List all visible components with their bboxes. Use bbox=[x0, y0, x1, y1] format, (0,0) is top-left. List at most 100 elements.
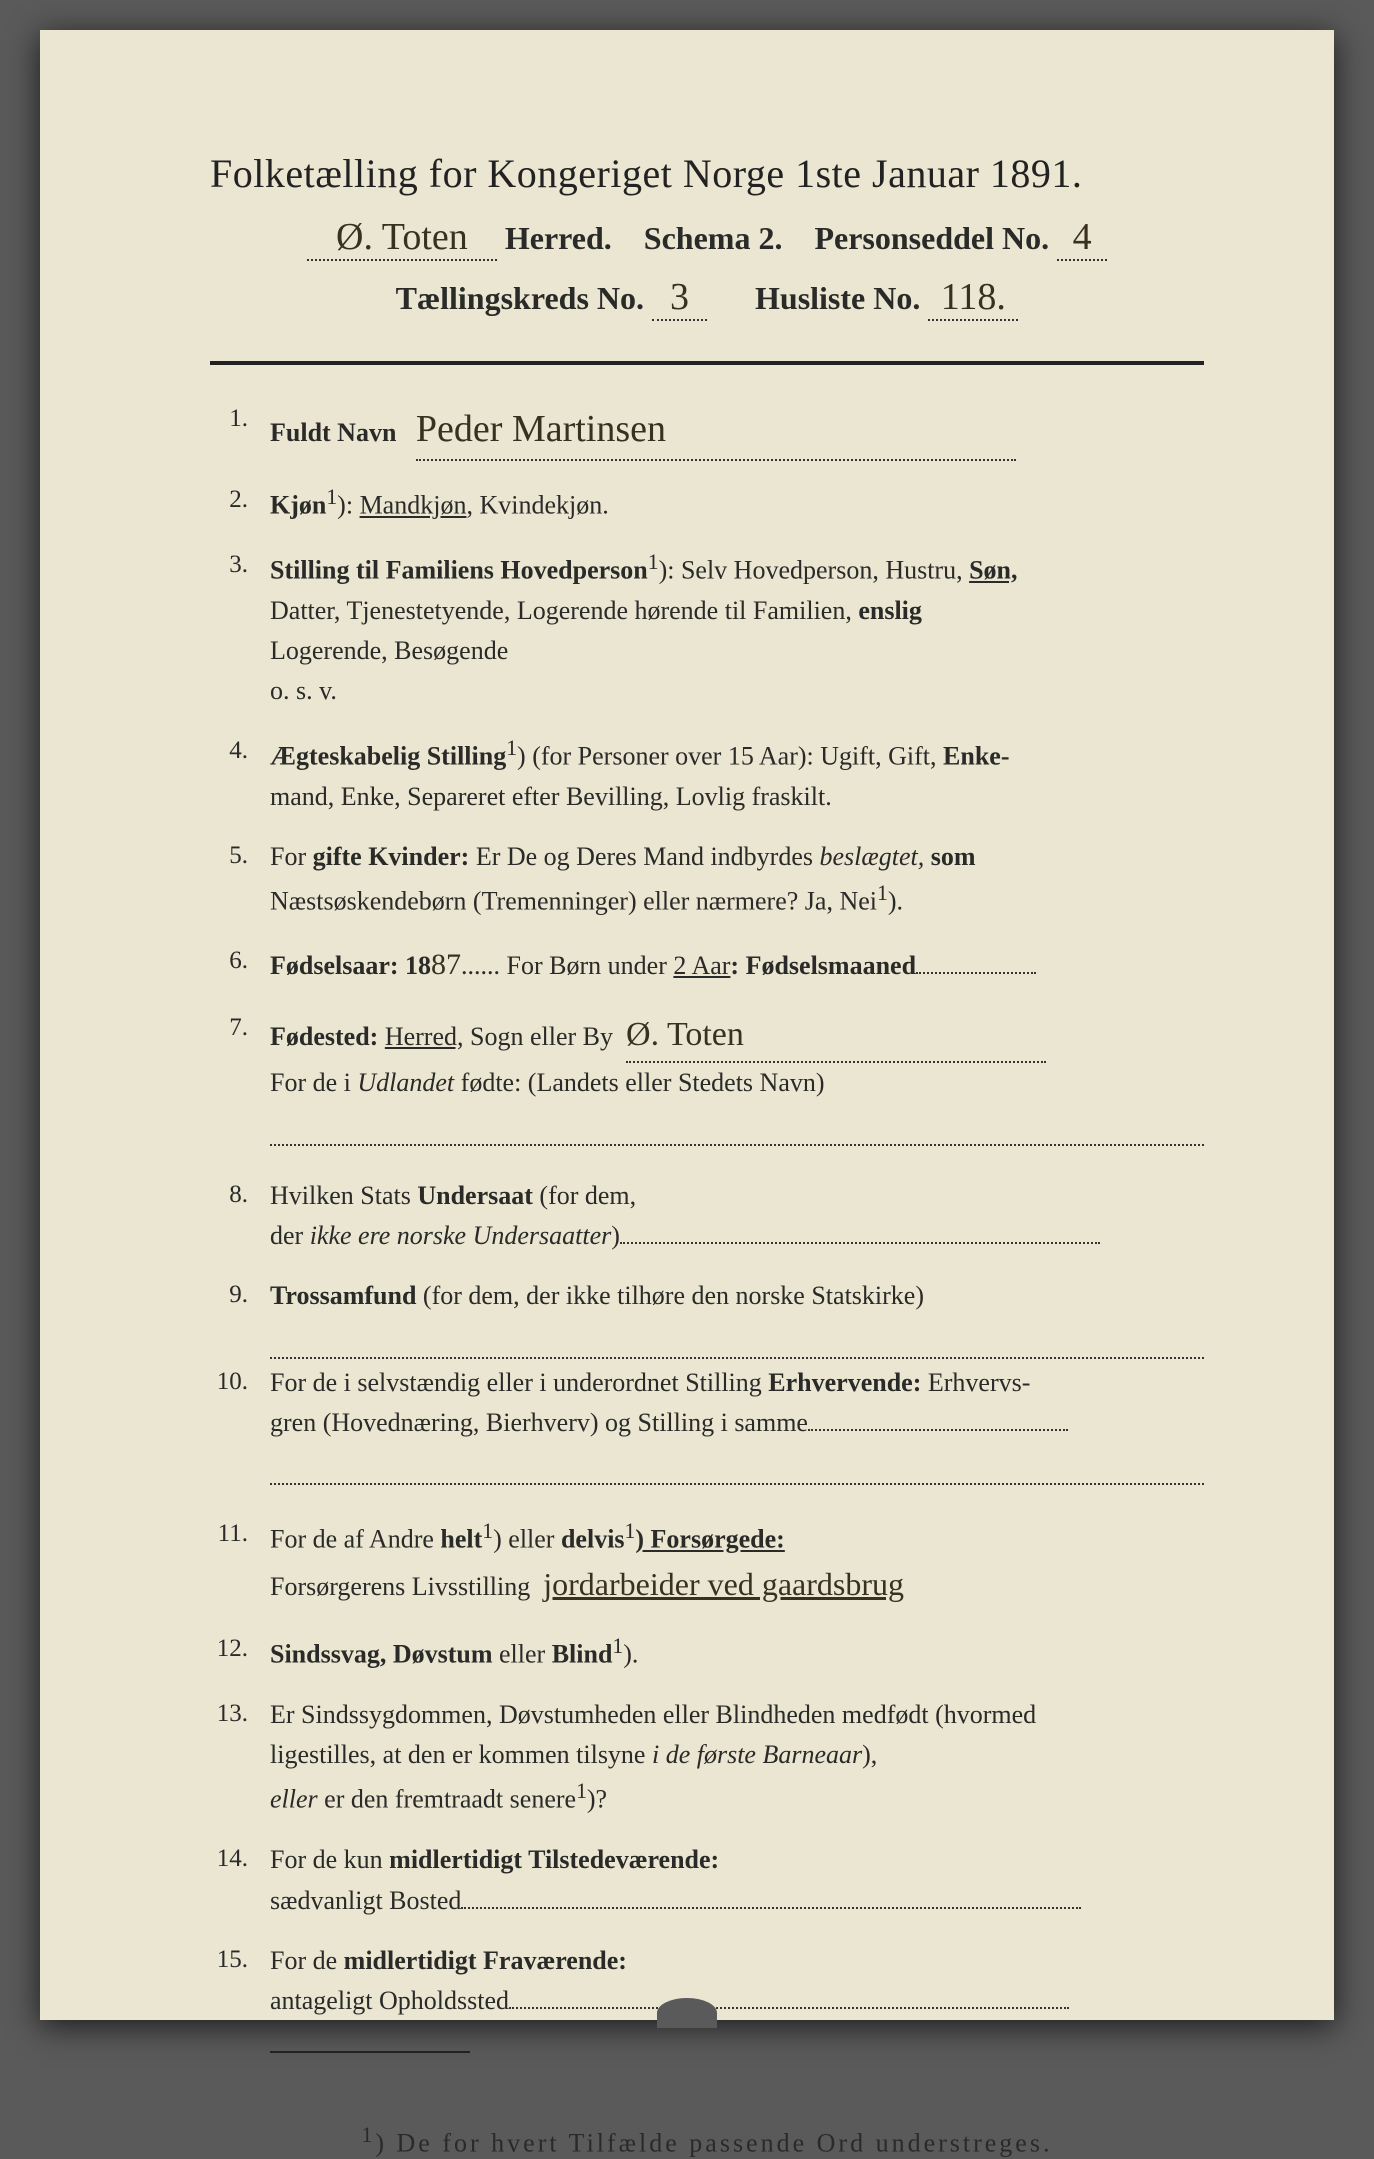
tkreds-label: Tællingskreds No. bbox=[396, 280, 644, 316]
sup: 1 bbox=[612, 1634, 623, 1658]
text: ) bbox=[611, 1221, 620, 1250]
sup: 1 bbox=[625, 1519, 636, 1543]
rule-short bbox=[270, 2051, 470, 2053]
personseddel-no: 4 bbox=[1057, 215, 1107, 261]
item-4: 4. Ægteskabelig Stilling1) (for Personer… bbox=[210, 732, 1204, 817]
item-2: 2. Kjøn1): Mandkjøn, Kvindekjøn. bbox=[210, 481, 1204, 526]
text: Erhvervs- bbox=[921, 1368, 1030, 1397]
sup: 1 bbox=[877, 881, 888, 905]
item-num: 15. bbox=[210, 1941, 270, 1980]
erhvervende: Erhvervende: bbox=[768, 1368, 921, 1397]
item-body: Trossamfund (for dem, der ikke tilhøre d… bbox=[270, 1276, 1204, 1316]
ikke-norske: ikke ere norske Undersaatter bbox=[310, 1221, 612, 1250]
herred-label: Herred. bbox=[505, 220, 612, 256]
item-13: 13. Er Sindssygdommen, Døvstumheden elle… bbox=[210, 1695, 1204, 1821]
label: Trossamfund bbox=[270, 1281, 416, 1310]
opt-son: Søn, bbox=[969, 556, 1017, 585]
item-14: 14. For de kun midlertidigt Tilstedevære… bbox=[210, 1840, 1204, 1921]
item-3: 3. Stilling til Familiens Hovedperson1):… bbox=[210, 546, 1204, 712]
midl-tilstede: midlertidigt Tilstedeværende: bbox=[389, 1845, 719, 1874]
text: (for dem, bbox=[533, 1181, 636, 1210]
text: For de i selvstændig eller i underordnet… bbox=[270, 1368, 768, 1397]
item-num: 7. bbox=[210, 1009, 270, 1048]
item-12: 12. Sindssvag, Døvstum eller Blind1). bbox=[210, 1630, 1204, 1675]
opt-kvindekjon: Kvindekjøn. bbox=[479, 491, 608, 520]
text: Sogn eller By bbox=[464, 1022, 614, 1051]
text: Næstsøskendebørn (Tremenninger) eller næ… bbox=[270, 887, 877, 916]
text: Er De og Deres Mand indbyrdes bbox=[469, 842, 819, 871]
text: For de kun bbox=[270, 1845, 389, 1874]
schema-label: Schema 2. bbox=[644, 220, 783, 256]
item-num: 8. bbox=[210, 1176, 270, 1215]
item-num: 3. bbox=[210, 546, 270, 585]
main-title: Folketælling for Kongeriget Norge 1ste J… bbox=[210, 150, 1204, 197]
text: (for dem, der ikke tilhøre den norske St… bbox=[416, 1281, 924, 1310]
dots: ...... bbox=[461, 951, 500, 980]
item-num: 2. bbox=[210, 481, 270, 520]
sup: 1 bbox=[576, 1779, 587, 1803]
barneaar: i de første Barneaar bbox=[652, 1740, 862, 1769]
item-11: 11. For de af Andre helt1) eller delvis1… bbox=[210, 1515, 1204, 1610]
text: ), bbox=[862, 1740, 877, 1769]
dotted-fill bbox=[270, 1337, 1204, 1359]
label: Sindssvag, Døvstum bbox=[270, 1639, 493, 1668]
husliste-label: Husliste No. bbox=[755, 280, 920, 316]
footnote: 1) De for hvert Tilfælde passende Ord un… bbox=[210, 2123, 1204, 2159]
item-num: 11. bbox=[210, 1515, 270, 1554]
item-8: 8. Hvilken Stats Undersaat (for dem, der… bbox=[210, 1176, 1204, 1257]
end: ). bbox=[623, 1639, 638, 1668]
text: mand, Enke, Separeret efter Bevilling, L… bbox=[270, 782, 832, 811]
item-num: 6. bbox=[210, 942, 270, 981]
item-body: Fødselsaar: 1887...... For Børn under 2 … bbox=[270, 942, 1204, 989]
item-body: For de kun midlertidigt Tilstedeværende:… bbox=[270, 1840, 1204, 1921]
som: som bbox=[924, 842, 975, 871]
header-line-3: Tællingskreds No. 3 Husliste No. 118. bbox=[210, 275, 1204, 321]
text: Datter, Tjenestetyende, Logerende hørend… bbox=[270, 596, 858, 625]
opt-enslig: enslig bbox=[858, 596, 922, 625]
label: Fødselsaar: 18 bbox=[270, 951, 431, 980]
item-num: 1. bbox=[210, 400, 270, 439]
text: gren (Hovednæring, Bierhverv) og Stillin… bbox=[270, 1408, 808, 1437]
text: Er Sindssygdommen, Døvstumheden eller Bl… bbox=[270, 1700, 1036, 1729]
item-body: For de i selvstændig eller i underordnet… bbox=[270, 1363, 1204, 1444]
item-num: 13. bbox=[210, 1695, 270, 1734]
item-body: Er Sindssygdommen, Døvstumheden eller Bl… bbox=[270, 1695, 1204, 1821]
item-body: Ægteskabelig Stilling1) (for Personer ov… bbox=[270, 732, 1204, 817]
text: o. s. v. bbox=[270, 676, 337, 705]
item-body: Fuldt Navn Peder Martinsen bbox=[270, 400, 1204, 461]
item-body: Hvilken Stats Undersaat (for dem, der ik… bbox=[270, 1176, 1204, 1257]
item-body: Sindssvag, Døvstum eller Blind1). bbox=[270, 1630, 1204, 1675]
census-form-page: Folketælling for Kongeriget Norge 1ste J… bbox=[40, 30, 1334, 2020]
beslaegtet: beslægtet, bbox=[820, 842, 925, 871]
sup: 1 bbox=[506, 736, 517, 760]
text: For de af Andre bbox=[270, 1525, 440, 1554]
undersaat: Undersaat bbox=[417, 1181, 533, 1210]
item-num: 9. bbox=[210, 1276, 270, 1315]
birth-year: 87 bbox=[431, 942, 461, 989]
text: fødte: (Landets eller Stedets Navn) bbox=[454, 1068, 824, 1097]
udlandet: Udlandet bbox=[357, 1068, 454, 1097]
text: ) (for Personer over 15 Aar): Ugift, Gif… bbox=[517, 741, 943, 770]
text: For de bbox=[270, 1946, 344, 1975]
text: For Børn under bbox=[500, 951, 673, 980]
text: der bbox=[270, 1221, 310, 1250]
text: ) eller bbox=[493, 1525, 561, 1554]
item-5: 5. For gifte Kvinder: Er De og Deres Man… bbox=[210, 837, 1204, 922]
eller: eller bbox=[270, 1785, 318, 1814]
text: : Fødselsmaaned bbox=[730, 951, 916, 980]
item-10: 10. For de i selvstændig eller i underor… bbox=[210, 1363, 1204, 1444]
text: eller bbox=[493, 1639, 552, 1668]
text: antageligt Opholdssted bbox=[270, 1986, 509, 2015]
label: Kjøn bbox=[270, 491, 326, 520]
dotted-fill bbox=[270, 1463, 1204, 1485]
blind: Blind bbox=[552, 1639, 613, 1668]
item-body: For de af Andre helt1) eller delvis1) Fo… bbox=[270, 1515, 1204, 1610]
herred-ul: Herred, bbox=[385, 1022, 464, 1051]
gifte: gifte Kvinder: bbox=[313, 842, 470, 871]
delvis: delvis bbox=[561, 1525, 625, 1554]
sup: 1 bbox=[362, 2123, 376, 2147]
sup: 1 bbox=[326, 485, 337, 509]
item-body: Kjøn1): Mandkjøn, Kvindekjøn. bbox=[270, 481, 1204, 526]
label: Fuldt Navn bbox=[270, 418, 396, 447]
item-body: For de midlertidigt Fraværende: antageli… bbox=[270, 1941, 1204, 2022]
